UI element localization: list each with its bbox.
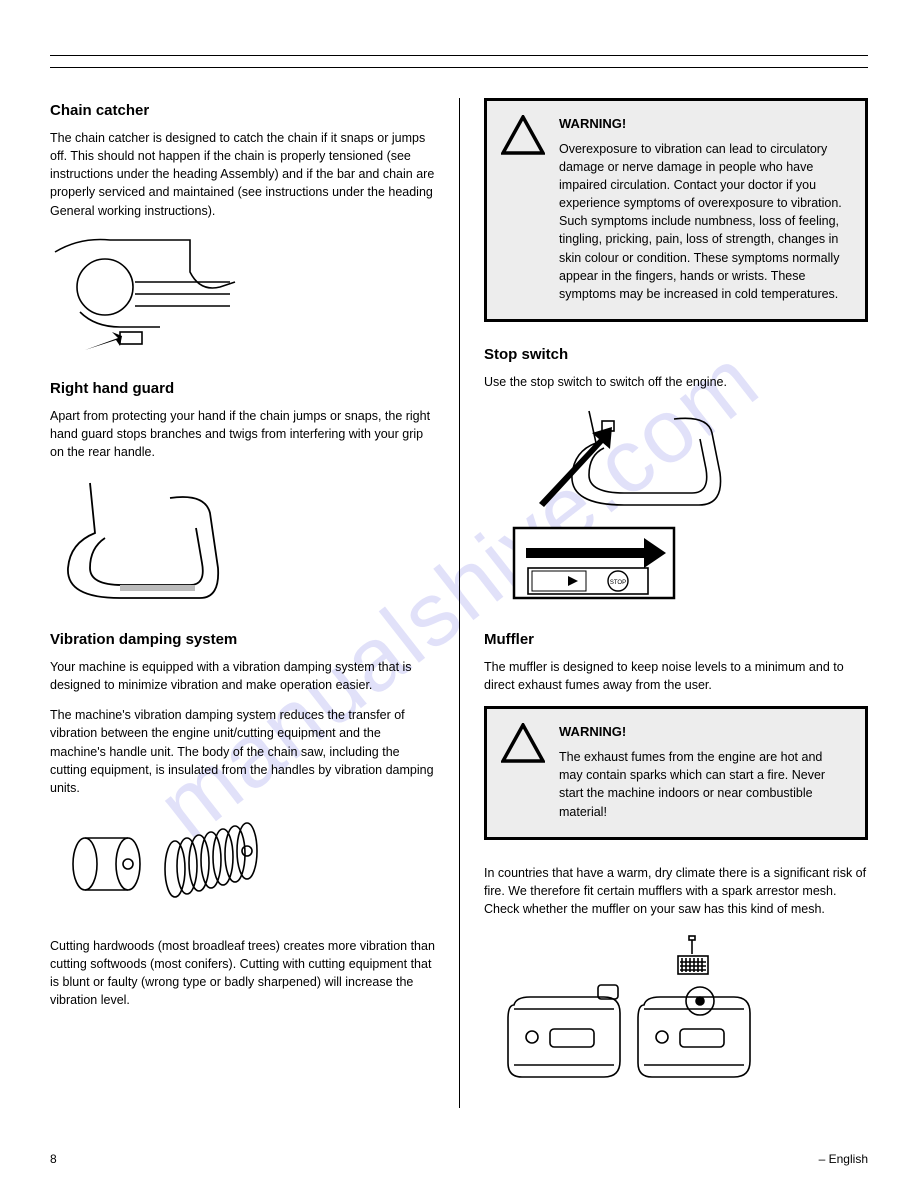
right-column: WARNING! Overexposure to vibration can l… [459,98,868,1108]
footer: 8 – English [50,1152,868,1166]
para-stop-switch: Use the stop switch to switch off the en… [484,373,868,391]
para-muffler-2: In countries that have a warm, dry clima… [484,864,868,918]
para-vibration-1: Your machine is equipped with a vibratio… [50,658,435,694]
page-number: 8 [50,1152,57,1166]
heading-muffler: Muffler [484,631,868,648]
para-vibration-3: Cutting hardwoods (most broadleaf trees)… [50,937,435,1010]
warning-label-1: WARNING! [559,115,849,134]
fig-muffler [484,930,868,1090]
para-muffler-1: The muffler is designed to keep noise le… [484,658,868,694]
warning-label-2: WARNING! [559,723,849,742]
heading-stop-switch: Stop switch [484,346,868,363]
fig-chain-catcher [50,232,435,362]
fig-vibration-dampers [50,809,435,919]
page: manualshive.com Chain catcher The chain … [0,0,918,1188]
warning-text-2: The exhaust fumes from the engine are ho… [559,748,849,821]
header-rule-bottom [50,56,868,68]
fig-rh-guard [50,473,435,613]
heading-chain-catcher: Chain catcher [50,102,435,119]
warning-exhaust: WARNING! The exhaust fumes from the engi… [484,706,868,839]
footer-lang: – English [819,1152,868,1166]
heading-vibration: Vibration damping system [50,631,435,648]
para-chain-catcher: The chain catcher is designed to catch t… [50,129,435,220]
left-column: Chain catcher The chain catcher is desig… [50,98,459,1108]
svg-text:STOP: STOP [610,580,626,586]
para-vibration-2: The machine's vibration damping system r… [50,706,435,797]
header-rule-top [50,26,868,56]
warning-icon [501,723,545,763]
warning-icon [501,115,545,155]
fig-stop-switch: STOP [484,403,868,613]
warning-text-1: Overexposure to vibration can lead to ci… [559,140,849,303]
heading-rh-guard: Right hand guard [50,380,435,397]
warning-vibration: WARNING! Overexposure to vibration can l… [484,98,868,322]
para-rh-guard: Apart from protecting your hand if the c… [50,407,435,461]
content-columns: Chain catcher The chain catcher is desig… [50,98,868,1108]
